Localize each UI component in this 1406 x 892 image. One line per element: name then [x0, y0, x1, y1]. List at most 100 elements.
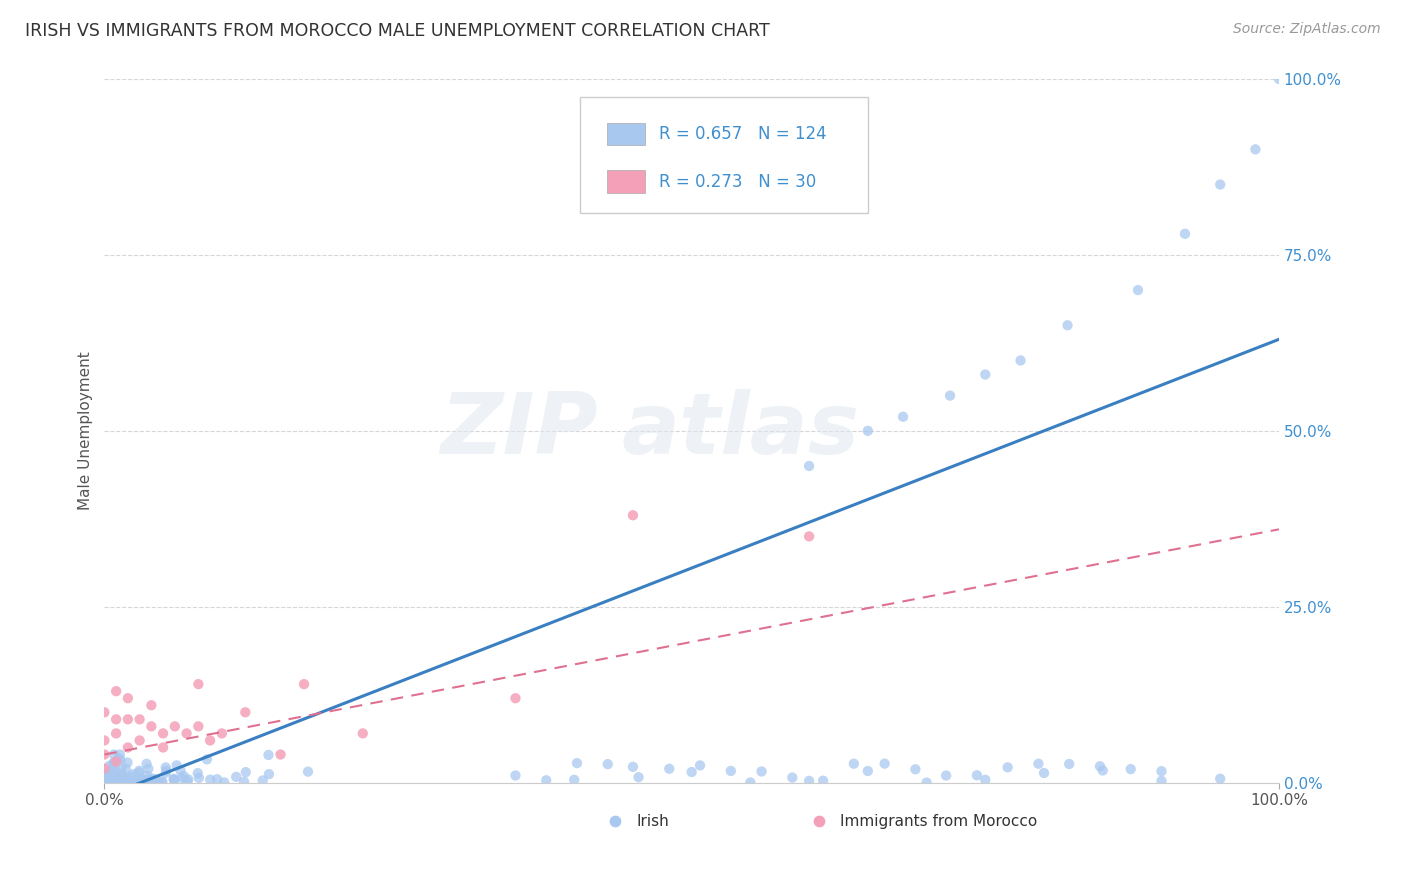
- Point: [252, 773, 274, 788]
- Point: [1119, 762, 1142, 776]
- Point: [97, 768, 120, 782]
- Point: [105, 684, 128, 698]
- Point: [117, 712, 139, 726]
- Point: [93, 767, 115, 781]
- Point: [103, 773, 125, 788]
- Point: [104, 770, 127, 784]
- Point: [170, 771, 193, 785]
- Point: [891, 409, 914, 424]
- Point: [1126, 283, 1149, 297]
- Point: [94, 775, 117, 789]
- Point: [125, 773, 148, 788]
- Point: [187, 766, 209, 780]
- Point: [198, 733, 221, 747]
- Point: [136, 775, 159, 789]
- Point: [122, 767, 145, 781]
- Point: [103, 747, 125, 762]
- Point: [997, 760, 1019, 774]
- Point: [117, 740, 139, 755]
- Point: [98, 759, 121, 773]
- Point: [155, 765, 177, 780]
- Point: [141, 719, 163, 733]
- Text: R = 0.273   N = 30: R = 0.273 N = 30: [659, 173, 815, 191]
- Point: [108, 747, 131, 762]
- Point: [212, 775, 235, 789]
- Point: [740, 775, 762, 789]
- Point: [100, 771, 122, 785]
- FancyBboxPatch shape: [607, 170, 645, 193]
- Point: [225, 770, 247, 784]
- Point: [166, 758, 188, 772]
- Point: [782, 771, 804, 785]
- Point: [136, 769, 159, 783]
- Text: Source: ZipAtlas.com: Source: ZipAtlas.com: [1233, 22, 1381, 37]
- Text: Irish: Irish: [637, 814, 669, 829]
- Point: [621, 760, 644, 774]
- Point: [205, 772, 228, 787]
- Point: [136, 772, 159, 787]
- Point: [187, 719, 209, 733]
- Point: [1174, 227, 1197, 241]
- Point: [110, 761, 132, 775]
- Point: [198, 772, 221, 787]
- Point: [233, 774, 256, 789]
- Point: [1088, 759, 1111, 773]
- Point: [96, 772, 118, 787]
- Point: [915, 775, 938, 789]
- Point: [163, 772, 186, 786]
- Point: [1244, 142, 1267, 156]
- Point: [1033, 766, 1056, 780]
- Point: [211, 726, 233, 740]
- Point: [974, 772, 997, 787]
- Point: [121, 770, 143, 784]
- Point: [111, 770, 134, 784]
- Point: [797, 458, 820, 473]
- Point: [187, 677, 209, 691]
- FancyBboxPatch shape: [581, 96, 868, 212]
- Point: [1209, 178, 1232, 192]
- Point: [169, 764, 191, 778]
- Point: [235, 765, 257, 780]
- Point: [96, 775, 118, 789]
- Point: [621, 508, 644, 523]
- Point: [352, 726, 374, 740]
- Point: [128, 712, 150, 726]
- Point: [152, 726, 174, 740]
- Point: [1150, 764, 1173, 779]
- Point: [1150, 773, 1173, 788]
- Point: [145, 772, 167, 787]
- Point: [565, 756, 588, 771]
- Text: Immigrants from Morocco: Immigrants from Morocco: [839, 814, 1036, 829]
- Point: [148, 775, 170, 789]
- Point: [117, 756, 139, 770]
- Point: [658, 762, 681, 776]
- Point: [139, 775, 162, 789]
- Point: [176, 774, 198, 789]
- Point: [114, 770, 136, 784]
- Point: [112, 770, 135, 784]
- Point: [120, 773, 142, 788]
- Point: [681, 764, 703, 779]
- Point: [1056, 318, 1078, 333]
- Point: [114, 775, 136, 789]
- Point: [93, 762, 115, 776]
- Point: [100, 774, 122, 789]
- Point: [797, 773, 820, 788]
- Point: [96, 773, 118, 788]
- Point: [155, 764, 177, 778]
- Point: [101, 770, 124, 784]
- Point: [173, 769, 195, 783]
- Point: [124, 774, 146, 789]
- Point: [110, 753, 132, 767]
- Point: [105, 712, 128, 726]
- Point: [108, 773, 131, 788]
- Point: [257, 767, 280, 781]
- Point: [104, 762, 127, 776]
- Point: [856, 424, 879, 438]
- Point: [807, 814, 830, 829]
- Point: [873, 756, 896, 771]
- Point: [111, 772, 134, 787]
- Point: [1091, 764, 1114, 778]
- Text: ZIP: ZIP: [440, 389, 598, 473]
- Point: [96, 769, 118, 783]
